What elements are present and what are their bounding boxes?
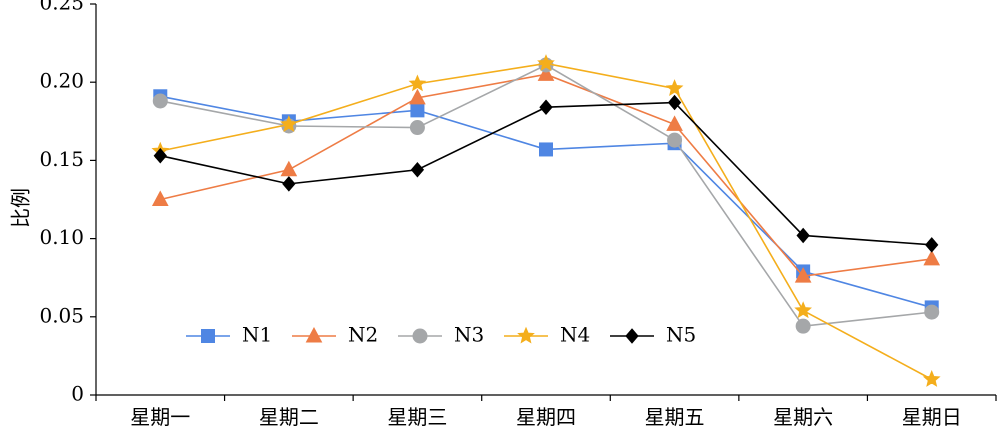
- series-n3: [152, 57, 940, 334]
- data-point: [280, 160, 298, 177]
- data-point: [924, 304, 940, 320]
- data-point: [409, 120, 425, 136]
- data-point: [795, 318, 811, 334]
- data-point: [794, 301, 812, 319]
- y-tick-label: 0.05: [39, 303, 84, 327]
- legend-label: N3: [454, 323, 484, 347]
- legend-marker: [305, 326, 323, 343]
- legend-marker: [625, 328, 639, 344]
- series-n5: [153, 94, 939, 253]
- data-point: [408, 74, 427, 92]
- y-axis: 0 0.05 0.10 0.15 0.20 0.25: [39, 0, 97, 406]
- legend-marker: [517, 326, 535, 344]
- series-line: [160, 95, 932, 309]
- legend-item-n2: N2: [292, 323, 378, 347]
- legend-item-n4: N4: [504, 323, 590, 347]
- legend-label: N4: [560, 323, 590, 347]
- legend: N1 N2 N3 N4 N5: [186, 323, 696, 347]
- data-point: [537, 65, 555, 81]
- data-point: [152, 93, 168, 109]
- x-tick-label: 星期一: [130, 405, 190, 429]
- y-tick-label: 0: [71, 382, 84, 406]
- data-point: [151, 190, 169, 206]
- data-point: [796, 227, 810, 244]
- x-tick-label: 星期三: [387, 405, 447, 429]
- data-point: [794, 267, 812, 283]
- x-axis: 星期一 星期二 星期三 星期四 星期五 星期六 星期日: [95, 394, 997, 429]
- y-tick-label: 0.15: [39, 147, 84, 171]
- legend-label: N2: [348, 323, 378, 347]
- legend-label: N1: [242, 323, 272, 347]
- y-axis-title: 比例: [9, 188, 33, 228]
- data-point: [410, 103, 425, 118]
- y-tick-label: 0.25: [39, 0, 84, 15]
- legend-marker: [201, 329, 215, 343]
- legend-item-n5: N5: [610, 323, 696, 347]
- y-tick-label: 0.20: [39, 69, 84, 93]
- data-point: [666, 115, 683, 131]
- x-tick-label: 星期二: [259, 405, 319, 429]
- series-n2: [151, 65, 941, 283]
- data-point: [153, 147, 167, 164]
- data-point: [925, 237, 939, 253]
- data-point: [409, 88, 426, 105]
- legend-item-n3: N3: [398, 323, 484, 347]
- data-point: [922, 370, 941, 387]
- data-point: [539, 99, 553, 115]
- data-point: [667, 94, 682, 111]
- legend-item-n1: N1: [186, 323, 272, 347]
- x-tick-label: 星期日: [902, 405, 962, 429]
- data-point: [539, 142, 553, 157]
- legend-label: N5: [666, 323, 696, 347]
- series-layer: [151, 54, 941, 387]
- data-point: [665, 79, 684, 96]
- data-point: [280, 115, 298, 132]
- x-tick-label: 星期四: [516, 405, 576, 429]
- y-tick-label: 0.10: [39, 225, 84, 249]
- data-point: [537, 54, 555, 71]
- data-point: [667, 132, 683, 148]
- x-tick-label: 星期六: [773, 405, 833, 429]
- data-point: [923, 249, 941, 266]
- data-point: [282, 176, 296, 192]
- legend-marker: [412, 328, 428, 344]
- x-tick-label: 星期五: [645, 405, 705, 429]
- data-point: [410, 162, 425, 178]
